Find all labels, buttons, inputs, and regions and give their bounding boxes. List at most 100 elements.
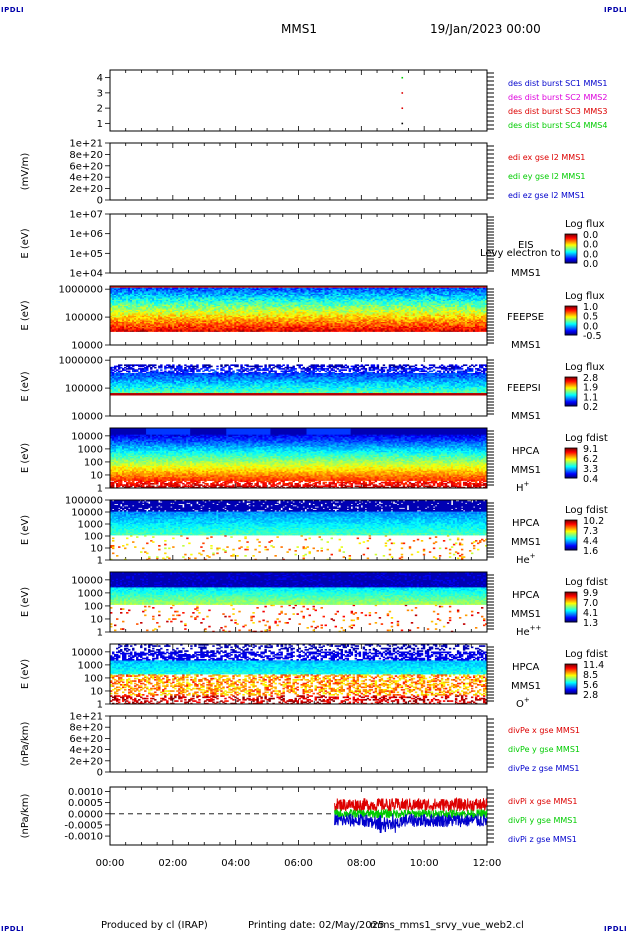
panel-eis-cbar-cell [565,249,577,251]
panel-feepse-cbar-tick: 1.0 [583,302,598,313]
panel-eis-cbar-cell [565,257,577,259]
panel-hpca_o-cbar-cell [565,679,577,681]
panel-hpca_h-ytick-label: 1 [97,484,103,495]
panel-feepsi-cbar-cell [565,382,577,385]
panel-feepsi-cbar-cell [565,404,577,406]
panel-hpca_he-cells [110,500,488,561]
panel-divpe-frame [109,715,488,773]
panel-hpca_o-ylabel: E (eV) [20,659,31,689]
panel-hpca_h-charge: + [524,480,530,488]
panel-hpca_he2-cbar-cell [565,605,577,607]
panel-hpca_he-cbar-cell [565,531,577,533]
panel-hpca_h-cbar-cell [565,450,577,452]
panel-hpca_he-ytick-label: 100 [84,532,103,543]
panel-hpca_h-cbar-cell [565,458,577,460]
panel-edi-ytick-label: 6e+20 [69,161,103,172]
panel-feepse-ytick-label: 10000 [71,341,103,352]
panel-hpca_h-cbar-cell [565,460,577,462]
panel-divpe-ytick-label: 8e+20 [69,723,103,734]
panel-hpca_he-cbar-tick: 7.3 [583,526,598,537]
panel-burst-point [401,92,404,94]
panel-eis-ytick-label: 1e+04 [69,269,103,280]
panel-hpca_he-charge: + [530,552,536,560]
corner-label-bottom-right: IPDLI [604,925,627,933]
panel-eis-cbar-cell [565,243,577,246]
panel-hpca_he-cbar-cell [565,540,577,542]
panel-eis-cbar-cell [565,240,577,243]
panel-feepsi-cbar-cell [565,383,577,386]
panel-hpca_o-cbar-cell [565,673,577,675]
panel-hpca_o-cbar-cell [565,680,577,682]
panel-feepsi-cbar-cell [565,402,577,404]
panel-feepse-cbar-cell [565,316,577,319]
panel-hpca_he2-cbar-cell [565,593,577,595]
time-tick-label: 00:00 [96,858,125,869]
panel-hpca_he-ytick-label: 1 [97,556,103,567]
panel-hpca_h-cbar-tick: 0.4 [583,474,598,485]
panel-hpca_he2-ytick-label: 10000 [71,575,103,586]
panel-divpe-legend-item: divPe z gse MMS1 [508,764,579,773]
panel-hpca_h-cbar-tick: 6.2 [583,454,598,465]
panel-eis-ylabel: E (eV) [20,228,31,258]
panel-eis-cbar-cell [565,242,577,245]
panel-burst-legend-item: des dist burst SC4 MMS4 [508,121,607,130]
panel-eis-cbar-cell [565,261,577,263]
panel-feepsi-cells [110,364,488,396]
panel-hpca_he-cbar-cell [565,539,577,541]
panel-divpi-ylabel: (nPa/km) [20,794,31,839]
panel-eis-cbar-cell [565,236,577,239]
panel-hpca_he2-cbar-cell [565,603,577,605]
panel-feepsi-cbar-cell [565,379,577,382]
panel-hpca_h-cbar-cell [565,465,577,467]
panel-edi-ytick-label: 2e+20 [69,184,103,195]
panel-feepsi-cbar-cell [565,390,577,392]
panel-eis-cbar-title: Log flux [565,219,605,230]
panel-hpca_he2-instrument: HPCA [512,590,540,601]
panel-hpca_he2-ytick-label: 1000 [78,588,103,599]
panel-feepse-cbar-cell [565,329,577,331]
panel-feepse-cbar-cell [565,315,577,318]
panel-feepsi-cbar-cell [565,381,577,384]
panel-hpca_he-ytick-label: 1000 [78,520,103,531]
panel-hpca_he-cbar-cell [565,542,577,544]
panel-feepse-cbar-cell [565,324,577,326]
time-tick-label: 10:00 [410,858,439,869]
panel-eis-cbar-tick: 0.0 [583,249,598,260]
panel-eis-cbar-tick: 0.0 [583,259,598,270]
panel-hpca_o-cbar-cell [565,681,577,683]
panel-hpca_h-cbar-cell [565,461,577,463]
panel-hpca_h-cbar-cell [565,468,577,470]
panel-eis-cbar-cell [565,241,577,244]
panel-eis-cbar-cell [565,234,577,236]
panel-hpca_h-cbar-cell [565,451,577,453]
panel-feepsi-cbar-tick: 1.1 [583,392,598,403]
panel-divpe-ytick-label: 0 [97,768,103,779]
panel-feepsi-cbar-cell [565,389,577,392]
panel-feepsi-cbar-cell [565,399,577,401]
panel-hpca_h-ytick-label: 10000 [71,431,103,442]
panel-hpca_o-cbar-cell [565,674,577,676]
panel-eis-cbar-cell [565,260,577,262]
panel-hpca_he2-cbar-tick: 4.1 [583,608,598,619]
panel-hpca_h-ytick-label: 100 [84,457,103,468]
panel-divpi-series-line [334,813,488,834]
panel-hpca_he2-cbar-title: Log fdist [565,577,608,588]
panel-hpca_o-cbar-cell [565,671,577,673]
panel-hpca_o-cbar-cell [565,672,577,674]
panel-hpca_o-ytick-label: 100 [84,673,103,684]
panel-eis-cbar-frame [564,233,578,264]
panel-feepsi-cbar-cell [565,397,577,399]
panel-feepse-cbar-cell [565,328,577,330]
panel-eis-frame [109,213,488,274]
panel-hpca_o-cbar-cell [565,685,577,687]
panel-feepse-cbar-cell [565,311,577,314]
panel-hpca_he-cbar-cell [565,528,577,530]
panel-hpca_he2-cbar-cell [565,620,577,622]
panel-feepse-cbar-cell [565,332,577,334]
panel-eis-cbar-cell [565,251,577,253]
panel-hpca_he-cbar-tick: 4.4 [583,536,598,547]
panel-hpca_h-cbar-cell [565,448,577,450]
panel-feepse-cbar-cell [565,314,577,317]
panel-hpca_h-cbar-cell [565,454,577,456]
panel-hpca_he-cbar-tick: 1.6 [583,546,598,557]
